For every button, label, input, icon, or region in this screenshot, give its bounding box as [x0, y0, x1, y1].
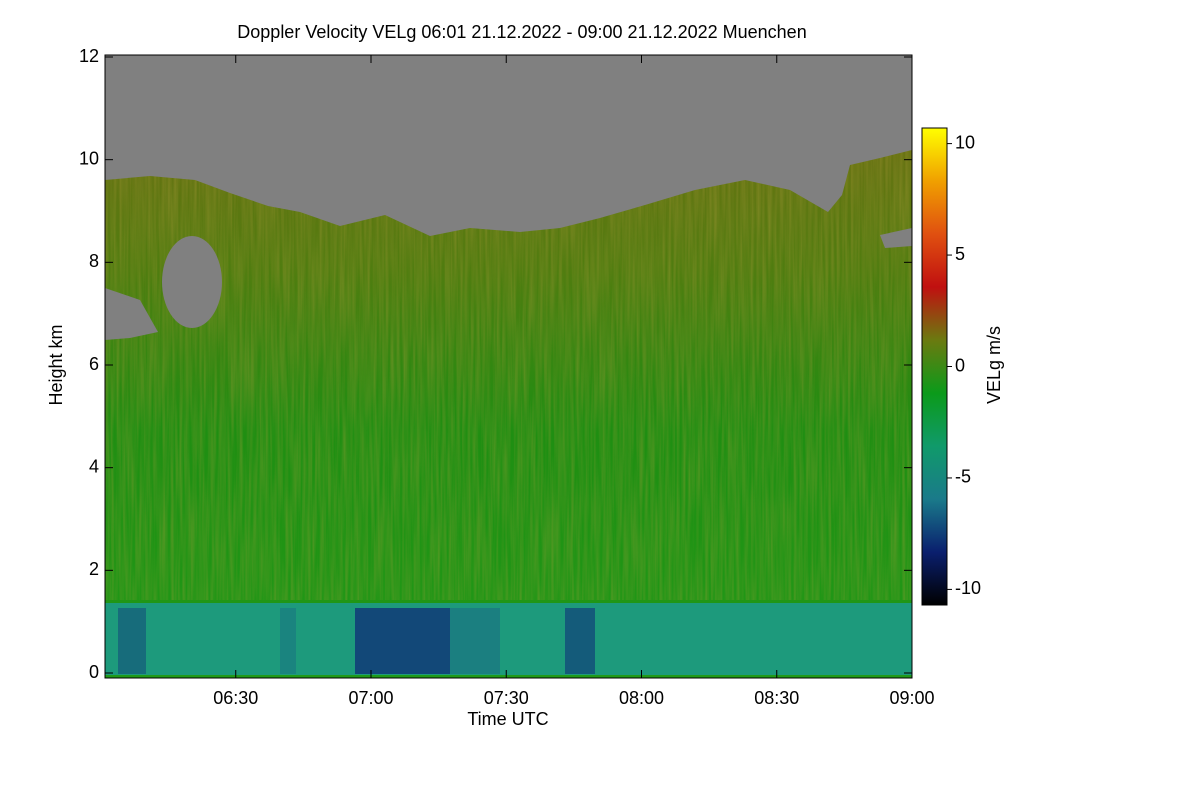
- plot-frame: [104, 54, 913, 679]
- y-tick-label: 8: [89, 251, 99, 271]
- colorbar: [921, 127, 948, 606]
- x-axis-label: Time UTC: [467, 709, 548, 729]
- x-tick-label: 08:30: [754, 688, 799, 708]
- y-tick-label: 2: [89, 559, 99, 579]
- colorbar-tick-label: 0: [955, 355, 965, 375]
- y-tick-label: 0: [89, 662, 99, 682]
- colorbar-tick-label: 10: [955, 132, 975, 152]
- chart-title: Doppler Velocity VELg 06:01 21.12.2022 -…: [237, 22, 806, 42]
- colorbar-tick-label: -10: [955, 578, 981, 598]
- x-tick-label: 09:00: [889, 688, 934, 708]
- x-tick-label: 07:00: [348, 688, 393, 708]
- heatmap-field: [105, 55, 912, 678]
- y-tick-label: 4: [89, 456, 99, 476]
- colorbar-tick-label: 5: [955, 244, 965, 264]
- y-axis-label: Height km: [46, 324, 66, 405]
- y-tick-label: 10: [79, 148, 99, 168]
- colorbar-tick-label: -5: [955, 467, 971, 487]
- y-tick-label: 12: [79, 46, 99, 66]
- colorbar-label: VELg m/s: [984, 326, 1004, 404]
- x-tick-label: 06:30: [213, 688, 258, 708]
- x-tick-label: 08:00: [619, 688, 664, 708]
- y-tick-label: 6: [89, 354, 99, 374]
- x-tick-label: 07:30: [484, 688, 529, 708]
